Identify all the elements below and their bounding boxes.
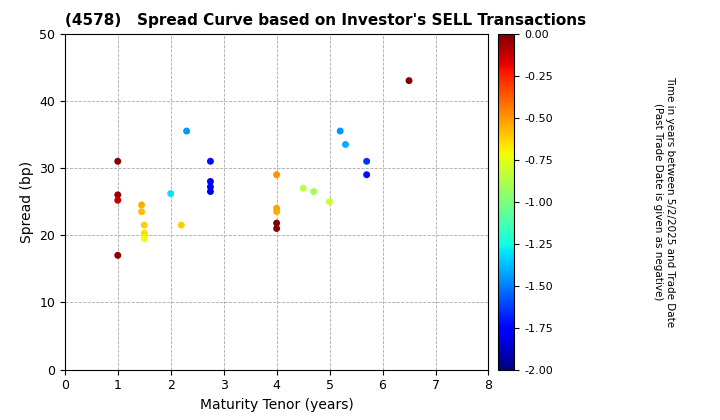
Point [204,158,216,165]
Point [403,77,415,84]
Point [297,185,309,192]
Point [112,197,124,204]
Point [271,220,282,226]
Point [361,158,372,165]
Point [112,158,124,165]
Point [181,128,192,134]
Point [204,184,216,190]
Point [136,208,148,215]
Point [271,208,282,215]
Point [204,178,216,185]
Point [271,225,282,232]
Point [204,188,216,195]
Point [340,141,351,148]
Point [334,128,346,134]
Point [165,190,176,197]
X-axis label: Maturity Tenor (years): Maturity Tenor (years) [199,398,354,412]
Y-axis label: Spread (bp): Spread (bp) [19,160,34,243]
Point [112,192,124,198]
Point [138,230,150,236]
Point [112,252,124,259]
Point [138,235,150,242]
Y-axis label: Time in years between 5/2/2025 and Trade Date
(Past Trade Date is given as negat: Time in years between 5/2/2025 and Trade… [653,76,675,327]
Point [324,198,336,205]
Point [361,171,372,178]
Point [271,205,282,212]
Text: (4578)   Spread Curve based on Investor's SELL Transactions: (4578) Spread Curve based on Investor's … [65,13,586,28]
Point [271,171,282,178]
Point [138,222,150,228]
Point [136,202,148,208]
Point [308,188,320,195]
Point [176,222,187,228]
